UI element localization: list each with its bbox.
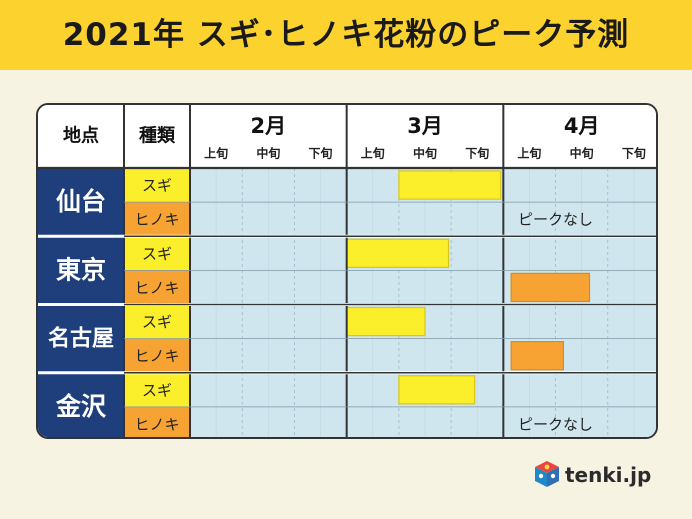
hinoki-type-cell [124, 202, 190, 237]
hinoki-peak-bar [510, 272, 591, 303]
month-label: 3月 [407, 114, 443, 138]
type-label: スギ [142, 177, 172, 195]
period-label: 中旬 [413, 146, 437, 161]
period-label: 上旬 [361, 146, 385, 161]
sugi-type-cell [124, 372, 190, 407]
sugi-peak-bar [346, 238, 450, 268]
pollen-peak-table: 仙台 スギ ヒノキ ピークなし 東京 スギ ヒノキ 名古屋 スギ ヒノキ 金沢 スギ ヒノキ ピークなし地… [36, 103, 658, 439]
hinoki-type-cell [124, 406, 190, 437]
type-label: スギ [142, 381, 172, 399]
city-cell [38, 168, 124, 237]
sugi-peak-bar [346, 306, 426, 337]
city-label: 名古屋 [48, 326, 114, 352]
logo-text: tenki.jp [565, 463, 652, 487]
header-location: 地点 [63, 125, 99, 147]
period-label: 中旬 [256, 146, 280, 161]
page-title: 2021年 スギ･ヒノキ花粉のピーク予測 [62, 17, 630, 53]
type-label: ヒノキ [134, 211, 179, 229]
month-label: 2月 [251, 114, 287, 138]
city-cell [38, 304, 124, 373]
period-label: 中旬 [570, 146, 594, 161]
period-label: 下旬 [309, 146, 333, 161]
type-label: スギ [142, 245, 172, 263]
type-label: スギ [142, 313, 172, 331]
city-label: 東京 [56, 255, 106, 284]
tenki-cube-icon [535, 461, 559, 487]
city-cell [38, 236, 124, 305]
type-label: ヒノキ [134, 415, 179, 433]
city-label: 仙台 [56, 187, 106, 216]
tenki-logo[interactable]: tenki.jp [533, 459, 663, 491]
city-cell [38, 372, 124, 437]
sugi-type-cell [124, 304, 190, 339]
no-peak-note: ピークなし [518, 415, 593, 433]
type-label: ヒノキ [134, 279, 179, 297]
sugi-peak-bar [398, 375, 476, 405]
hinoki-type-cell [124, 270, 190, 305]
month-label: 4月 [564, 114, 600, 138]
period-label: 下旬 [622, 146, 646, 161]
header-type: 種類 [139, 125, 176, 147]
sugi-peak-bar [398, 170, 502, 200]
period-label: 上旬 [517, 146, 541, 161]
city-label: 金沢 [55, 392, 107, 421]
sugi-type-cell [124, 236, 190, 271]
no-peak-note: ピークなし [518, 211, 593, 229]
hinoki-type-cell [124, 338, 190, 373]
title-bar [0, 0, 692, 70]
period-label: 下旬 [465, 146, 489, 161]
type-label: ヒノキ [134, 347, 179, 365]
sugi-type-cell [124, 168, 190, 203]
hinoki-peak-bar [510, 341, 564, 371]
period-label: 上旬 [204, 146, 228, 161]
